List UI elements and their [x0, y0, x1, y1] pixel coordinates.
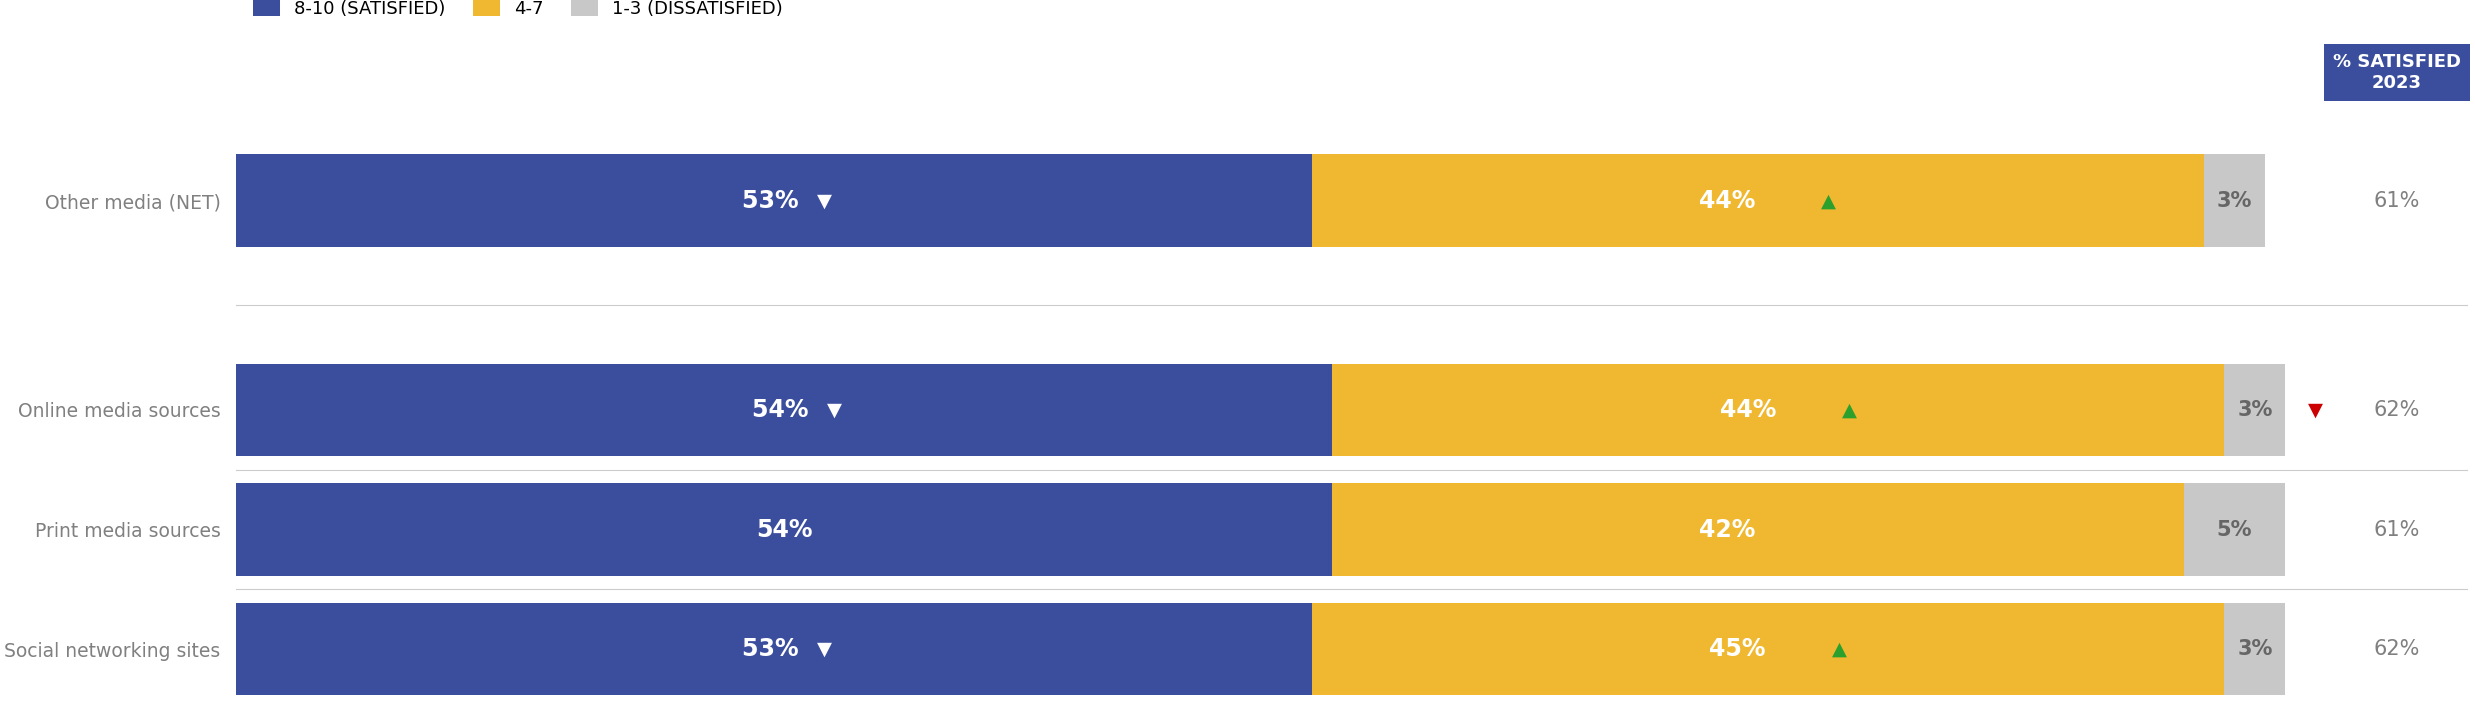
Bar	[2205, 154, 2265, 247]
Text: ▲: ▲	[1822, 191, 1836, 210]
Text: 42%: 42%	[1700, 518, 1755, 542]
Bar	[238, 363, 1332, 456]
Text: 53%: 53%	[742, 189, 807, 213]
Text: 54%: 54%	[755, 518, 812, 542]
Text: ▲: ▲	[1841, 400, 1856, 419]
Bar	[238, 483, 1332, 576]
Bar	[1332, 363, 2225, 456]
Text: ▼: ▼	[2309, 400, 2324, 419]
Text: 54%: 54%	[752, 398, 817, 422]
Bar	[2183, 483, 2284, 576]
Text: ▼: ▼	[827, 400, 842, 419]
Text: 61%: 61%	[2374, 191, 2421, 210]
Bar	[1332, 483, 2183, 576]
Bar	[1312, 603, 2225, 695]
Text: 44%: 44%	[1700, 189, 1755, 213]
Text: 61%: 61%	[2374, 520, 2421, 539]
Bar	[2225, 363, 2284, 456]
Text: 45%: 45%	[1710, 637, 1765, 661]
Text: 3%: 3%	[2237, 400, 2272, 420]
Text: 62%: 62%	[2374, 639, 2421, 659]
Text: 44%: 44%	[1720, 398, 1777, 422]
Text: 3%: 3%	[2218, 191, 2252, 210]
Text: 5%: 5%	[2218, 520, 2252, 539]
Text: 53%: 53%	[742, 637, 807, 661]
Text: 3%: 3%	[2237, 639, 2272, 659]
Text: ▲: ▲	[1832, 640, 1846, 659]
Bar	[238, 154, 1312, 247]
Text: % SATISFIED
2023: % SATISFIED 2023	[2334, 52, 2460, 92]
Bar	[238, 603, 1312, 695]
Text: 62%: 62%	[2374, 400, 2421, 420]
Legend: 8-10 (SATISFIED), 4-7, 1-3 (DISSATISFIED): 8-10 (SATISFIED), 4-7, 1-3 (DISSATISFIED…	[245, 0, 790, 25]
Bar	[1312, 154, 2205, 247]
Text: ▼: ▼	[817, 640, 832, 659]
Text: ▼: ▼	[817, 191, 832, 210]
Bar	[2225, 603, 2284, 695]
